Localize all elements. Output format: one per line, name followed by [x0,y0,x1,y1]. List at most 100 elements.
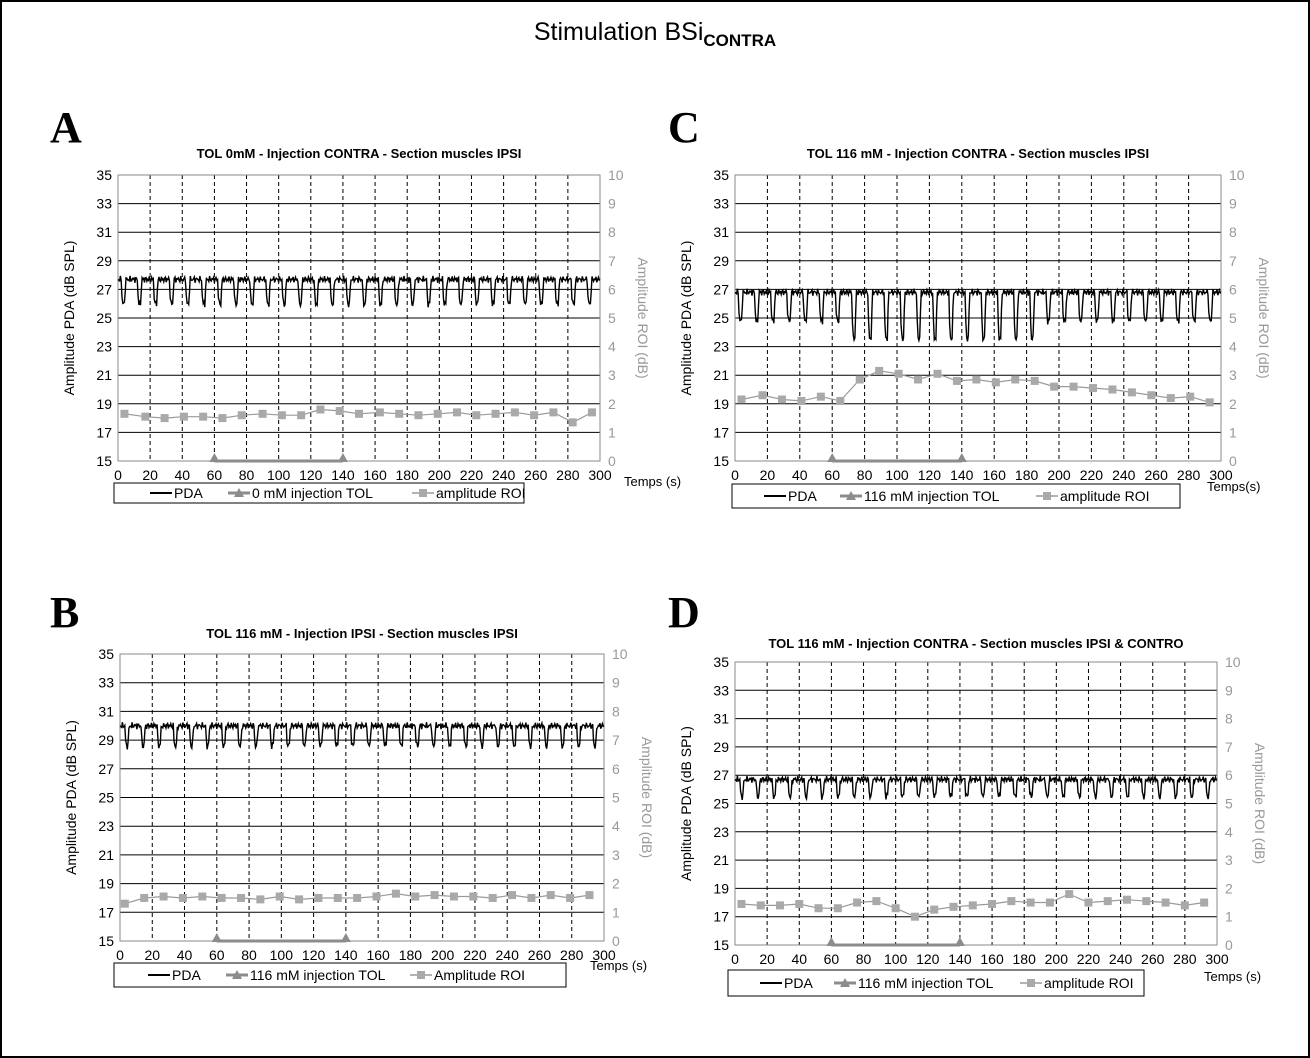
roi-marker [949,902,958,911]
roi-marker [585,891,594,900]
y-axis-label-right: Amplitude ROI (dB) [1256,257,1272,378]
y-tick-label-right: 7 [1225,739,1233,755]
roi-marker [549,408,558,417]
x-axis-label: Temps (s) [590,958,647,973]
chart-title: TOL 116 mM - Injection CONTRA - Section … [807,146,1149,161]
y-tick-label-left: 19 [713,880,729,896]
roi-marker [777,395,786,404]
roi-marker [1007,897,1016,906]
roi-marker [587,408,596,417]
y-tick-label-left: 33 [713,196,729,212]
y-tick-label-left: 27 [96,281,112,297]
roi-marker [914,375,923,384]
y-tick-label-right: 10 [1229,167,1245,183]
x-tick-label: 60 [209,947,225,963]
x-tick-label: 20 [144,947,160,963]
injection-marker [956,453,967,462]
roi-marker [277,411,286,420]
x-tick-label: 180 [1015,467,1039,483]
y-axis-label-left: Amplitude PDA (dB SPL) [678,726,694,881]
roi-marker [491,409,500,418]
legend-label: amplitude ROI [1044,975,1133,991]
y-tick-label-left: 19 [713,396,729,412]
roi-marker [1127,388,1136,397]
x-tick-label: 180 [399,947,423,963]
injection-marker [211,933,222,942]
x-tick-label: 280 [556,467,580,483]
injection-marker [827,453,838,462]
y-tick-label-right: 6 [612,761,620,777]
panel-letter: D [668,588,700,637]
x-tick-label: 0 [731,951,739,967]
roi-marker [316,405,325,414]
y-axis-label-left: Amplitude PDA (dB SPL) [678,241,694,396]
y-tick-label-right: 2 [608,396,616,412]
y-tick-label-left: 29 [98,732,114,748]
x-tick-label: 300 [588,467,612,483]
y-tick-label-right: 4 [612,818,620,834]
roi-marker [510,408,519,417]
x-tick-label: 40 [792,467,808,483]
y-tick-label-right: 10 [608,167,624,183]
x-tick-label: 200 [428,467,452,483]
legend-marker-triangle [840,978,850,987]
x-tick-label: 160 [366,947,390,963]
roi-marker [469,892,478,901]
x-tick-label: 60 [824,467,840,483]
x-tick-label: 280 [1177,467,1201,483]
x-tick-label: 140 [331,467,355,483]
y-axis-label-left: Amplitude PDA (dB SPL) [63,720,79,875]
roi-marker [258,409,267,418]
roi-marker [816,392,825,401]
y-tick-label-right: 2 [1225,880,1233,896]
roi-marker [414,411,423,420]
roi-marker [314,893,323,902]
x-axis-label: Temps (s) [1204,969,1261,984]
roi-marker [198,892,207,901]
y-tick-label-right: 2 [1229,396,1237,412]
x-tick-label: 300 [1205,951,1229,967]
chart-panel-b: B TOL 116 mM - Injection IPSI - Section m… [50,588,655,988]
x-tick-label: 0 [116,947,124,963]
x-tick-label: 220 [460,467,484,483]
roi-marker [968,901,977,910]
x-tick-label: 100 [885,467,909,483]
y-tick-label-right: 0 [608,453,616,469]
y-tick-label-left: 31 [98,703,114,719]
x-tick-label: 160 [980,951,1004,967]
roi-marker [430,891,439,900]
y-tick-label-right: 9 [612,675,620,691]
y-tick-label-right: 1 [1229,424,1237,440]
roi-marker [872,897,881,906]
y-tick-label-right: 3 [1225,852,1233,868]
injection-marker [826,937,837,946]
y-tick-label-right: 1 [608,424,616,440]
y-tick-label-left: 19 [96,396,112,412]
legend-marker-triangle [232,970,242,979]
roi-marker [1166,394,1175,403]
roi-marker [159,892,168,901]
y-tick-label-right: 7 [612,732,620,748]
x-tick-label: 0 [114,467,122,483]
x-tick-label: 20 [760,467,776,483]
panel-letter: B [50,588,79,637]
roi-marker [449,892,458,901]
roi-marker [237,411,246,420]
y-tick-label-left: 27 [713,767,729,783]
x-tick-label: 140 [950,467,974,483]
y-axis-label-right: Amplitude ROI (dB) [639,737,655,858]
roi-marker [1142,897,1151,906]
chart-panel-d: D TOL 116 mM - Injection CONTRA - Section… [668,588,1268,997]
roi-marker [814,904,823,913]
y-tick-label-left: 23 [96,339,112,355]
legend-marker-triangle [846,491,856,500]
x-tick-label: 180 [1013,951,1037,967]
x-tick-label: 40 [791,951,807,967]
y-tick-label-right: 6 [1225,767,1233,783]
y-tick-label-left: 23 [713,339,729,355]
roi-marker [833,904,842,913]
roi-marker [566,893,575,902]
roi-marker [1050,382,1059,391]
roi-marker [1011,375,1020,384]
